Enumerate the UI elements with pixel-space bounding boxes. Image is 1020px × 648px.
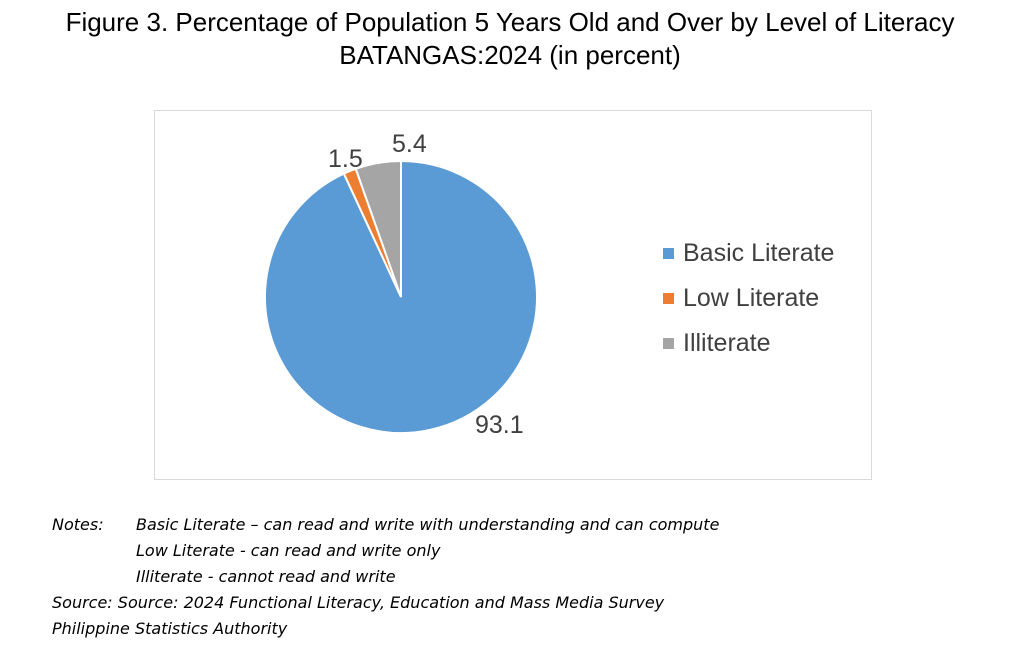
notes-label: Notes: <box>52 515 104 534</box>
chart-area: 93.1 1.5 5.4 Basic Literate Low Literate I… <box>154 110 872 480</box>
note-low-literate: Low Literate - can read and write only <box>136 541 441 560</box>
chart-title-line-1: Figure 3. Percentage of Population 5 Yea… <box>65 7 955 37</box>
legend-swatch-basic-literate <box>663 248 674 259</box>
data-label-low-literate: 1.5 <box>328 145 363 173</box>
pie-chart: 93.1 1.5 5.4 <box>264 130 538 439</box>
legend-swatch-illiterate <box>663 338 674 349</box>
note-row-3: Illiterate - cannot read and write <box>52 564 719 590</box>
data-label-basic-literate: 93.1 <box>475 411 524 439</box>
data-label-illiterate: 5.4 <box>392 130 427 158</box>
note-row-2: Low Literate - can read and write only <box>52 538 719 564</box>
legend-item-illiterate: Illiterate <box>663 321 834 366</box>
note-row-1: Notes: Basic Literate – can read and wri… <box>52 512 719 538</box>
legend: Basic Literate Low Literate Illiterate <box>663 231 834 366</box>
source-line: Source: Source: 2024 Functional Literacy… <box>52 593 665 612</box>
legend-label-low-literate: Low Literate <box>683 284 820 312</box>
notes-block: Notes: Basic Literate – can read and wri… <box>52 512 719 642</box>
note-illiterate: Illiterate - cannot read and write <box>136 567 396 586</box>
legend-item-low-literate: Low Literate <box>663 276 834 321</box>
legend-label-illiterate: Illiterate <box>683 329 771 357</box>
note-basic-literate: Basic Literate – can read and write with… <box>136 515 720 534</box>
legend-swatch-low-literate <box>663 293 674 304</box>
legend-item-basic-literate: Basic Literate <box>663 231 834 276</box>
pie-slice-illiterate <box>354 159 402 298</box>
chart-title-line-2: BATANGAS:2024 (in percent) <box>339 40 681 70</box>
agency-line: Philippine Statistics Authority <box>52 619 288 638</box>
chart-title: Figure 3. Percentage of Population 5 Yea… <box>0 6 1020 72</box>
legend-label-basic-literate: Basic Literate <box>683 239 835 267</box>
